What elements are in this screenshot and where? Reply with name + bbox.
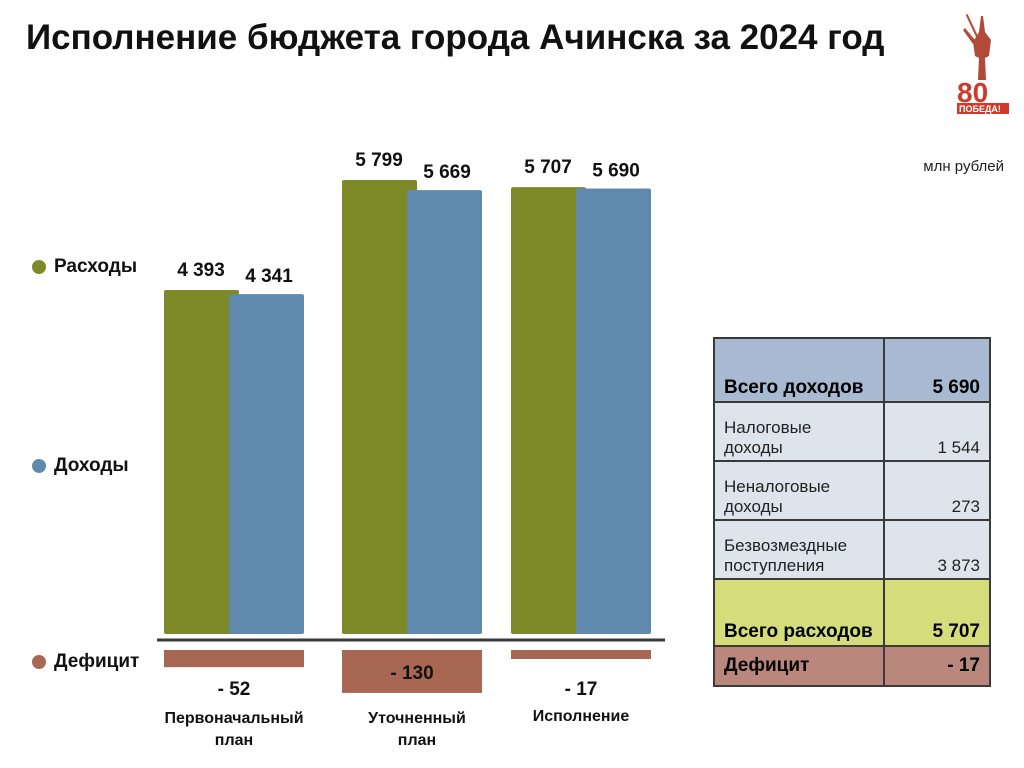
category-label-initial-plan: Первоначальный план [164, 710, 303, 749]
expenses-bar-revised-plan [342, 179, 417, 634]
gratuitous-receipts-value: 3 873 [883, 519, 991, 580]
nontax-income-value: 273 [883, 460, 991, 521]
legend-expenses-dot [32, 260, 46, 274]
expenses-value-label-initial-plan: 4 393 [177, 260, 225, 281]
page-title: Исполнение бюджета города Ачинска за 202… [26, 18, 885, 57]
legend-income-label: Доходы [54, 455, 129, 476]
victory-80-logo: 80 ПОБЕДА! [957, 13, 1009, 114]
legend-income: Доходы [32, 455, 129, 477]
deficit-value-label-execution: - 17 [565, 679, 598, 700]
tax-income-value: 1 544 [883, 401, 991, 462]
legend-deficit: Дефицит [32, 651, 139, 673]
gratuitous-receipts-label: Безвозмездные поступления [713, 519, 885, 580]
deficit-bar-execution [511, 650, 651, 659]
income-bar-initial-plan [229, 294, 304, 634]
expenses-value-label-revised-plan: 5 799 [355, 150, 403, 171]
table-row: Налоговые доходы 1 544 [713, 401, 991, 462]
budget-bar-chart: 4 393 4 341 - 52 Первоначальный план 5 799 5 6… [157, 150, 665, 749]
expenses-bar-execution [511, 187, 586, 634]
category-label-revised-plan: Уточненный план [368, 710, 466, 749]
legend-expenses: Расходы [32, 256, 137, 278]
deficit-bar-revised-plan [342, 650, 482, 693]
total-expense-value: 5 707 [883, 578, 991, 647]
income-bar-revised-plan [407, 190, 482, 634]
budget-summary-table: Всего доходов 5 690 Налоговые доходы 1 5… [713, 337, 991, 687]
table-row: Безвозмездные поступления 3 873 [713, 519, 991, 580]
expenses-bar-initial-plan [164, 290, 239, 634]
deficit-value-label-revised-plan: - 130 [390, 663, 433, 684]
svg-text:ПОБЕДА!: ПОБЕДА! [959, 104, 1001, 114]
deficit-value-label-initial-plan: - 52 [218, 679, 251, 700]
table-row-total-income: Всего доходов 5 690 [713, 337, 991, 403]
income-value-label-execution: 5 690 [592, 160, 640, 181]
table-row-total-expense: Всего расходов 5 707 [713, 578, 991, 647]
deficit-label: Дефицит [713, 645, 885, 687]
expenses-value-label-execution: 5 707 [524, 157, 572, 178]
legend-expenses-label: Расходы [54, 256, 138, 277]
legend-income-dot [32, 459, 46, 473]
table-row-deficit: Дефицит - 17 [713, 645, 991, 687]
deficit-bar-initial-plan [164, 650, 304, 668]
table-row: Неналоговые доходы 273 [713, 460, 991, 521]
unit-label: млн рублей [923, 158, 1004, 175]
income-value-label-initial-plan: 4 341 [245, 266, 293, 287]
category-label-execution: Исполнение [533, 708, 630, 725]
nontax-income-label: Неналоговые доходы [713, 460, 885, 521]
total-income-label: Всего доходов [713, 337, 885, 403]
svg-text:80: 80 [957, 77, 988, 108]
legend-deficit-dot [32, 655, 46, 669]
tax-income-label: Налоговые доходы [713, 401, 885, 462]
total-expense-label: Всего расходов [713, 578, 885, 647]
income-bar-execution [576, 188, 651, 634]
income-value-label-revised-plan: 5 669 [423, 162, 471, 183]
total-income-value: 5 690 [883, 337, 991, 403]
legend-deficit-label: Дефицит [54, 651, 140, 672]
deficit-value: - 17 [883, 645, 991, 687]
